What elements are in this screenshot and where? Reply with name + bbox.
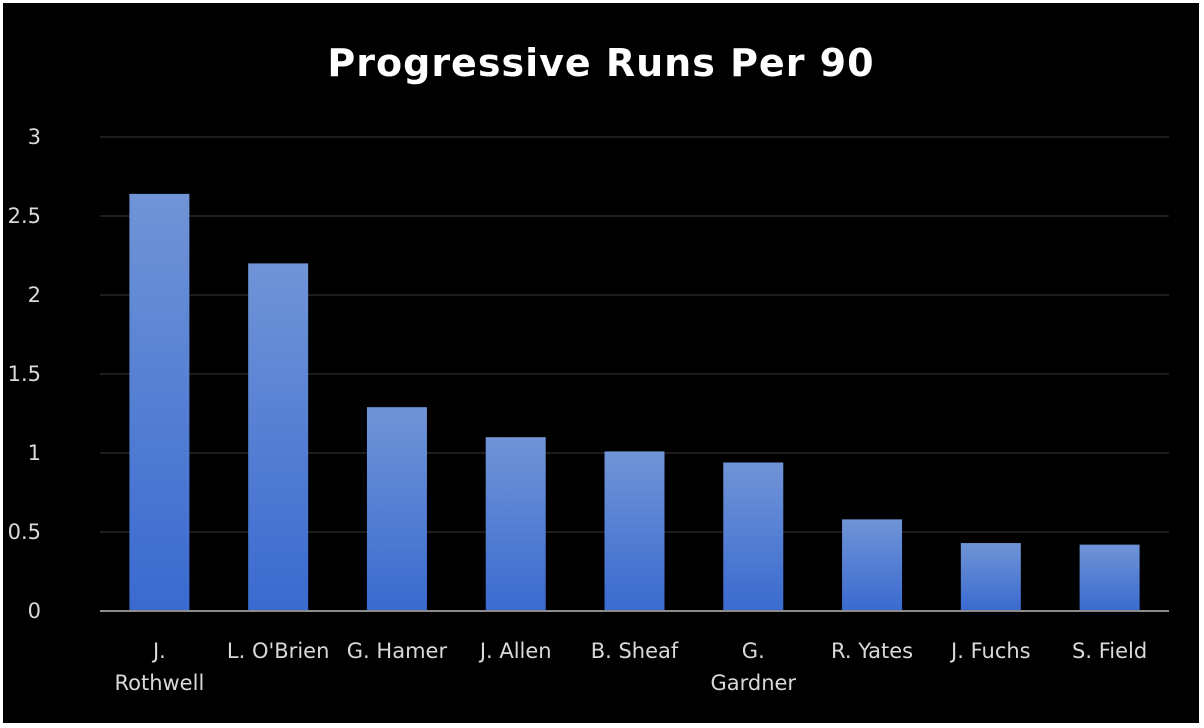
y-tick-label: 3 [28,125,41,149]
y-tick-label: 1.5 [8,362,41,386]
x-tick-label: R. Yates [831,639,913,663]
x-tick-labels: J. Rothwell L. O'Brien G. Hamer J. Allen B. S… [114,639,1147,695]
x-tick-label: G. Hamer [347,639,448,663]
x-tick-label: L. O'Brien [227,639,329,663]
x-tick-label: J. Allen [478,639,552,663]
bar [129,193,190,611]
bar [248,263,309,611]
bar [1079,544,1140,611]
chart-title: Progressive Runs Per 90 [327,41,875,85]
x-tick-label: J. Rothwell [114,639,204,695]
chart-frame: Progressive Runs Per 90 0 0.5 1 1.5 2 2.5 3 J.… [3,3,1199,723]
y-tick-labels: 0 0.5 1 1.5 2 2.5 3 [8,125,41,623]
x-tick-label: J. Fuchs [949,639,1031,663]
bar [842,519,903,611]
bar-chart: 0 0.5 1 1.5 2 2.5 3 J. Rothwell L. O'Brien G. Ham… [8,125,1169,695]
y-tick-label: 0.5 [8,520,41,544]
bar [604,451,665,611]
bar [366,407,427,611]
y-tick-label: 2 [28,283,41,307]
bar [723,462,784,611]
bar [485,437,546,611]
x-tick-label: B. Sheaf [591,639,679,663]
bars [129,193,1140,611]
x-tick-label: S. Field [1072,639,1147,663]
bar [960,543,1021,611]
y-tick-label: 0 [28,599,41,623]
y-tick-label: 1 [28,441,41,465]
y-tick-label: 2.5 [8,204,41,228]
x-tick-label: G. Gardner [710,639,796,695]
